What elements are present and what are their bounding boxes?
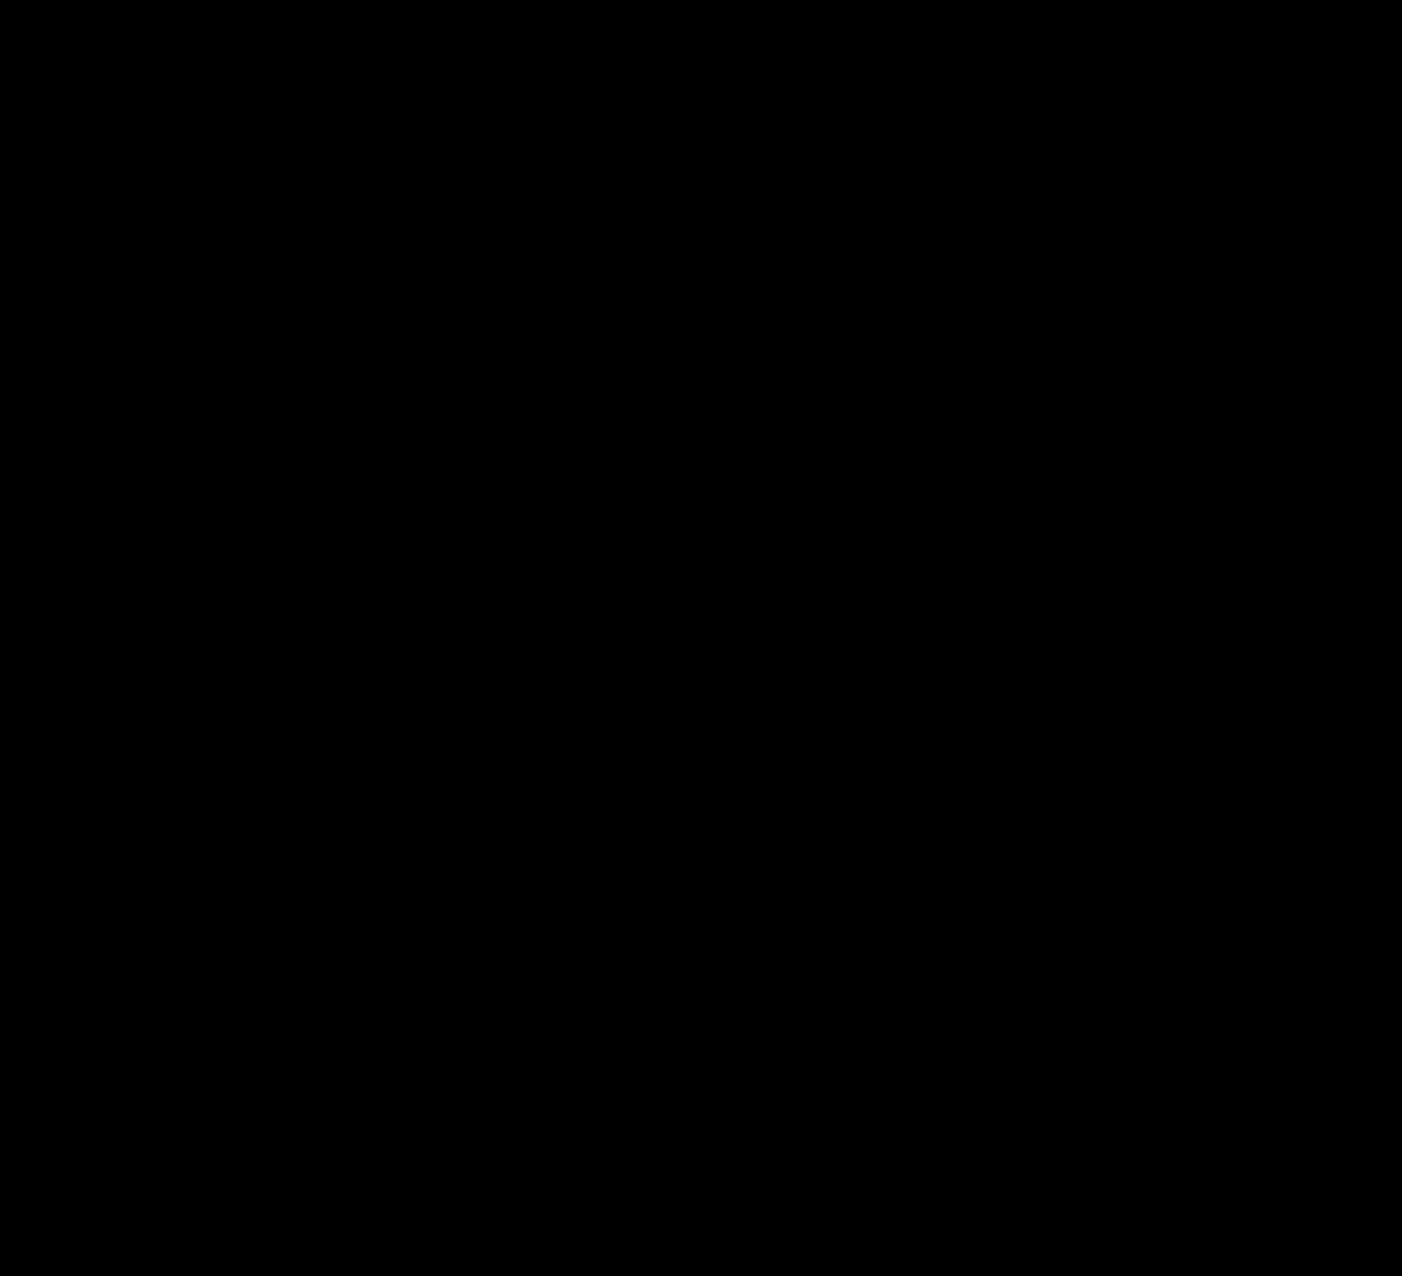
legend-line-swatch xyxy=(678,1222,716,1225)
colorbar xyxy=(1276,108,1299,1130)
legend xyxy=(678,1222,732,1225)
